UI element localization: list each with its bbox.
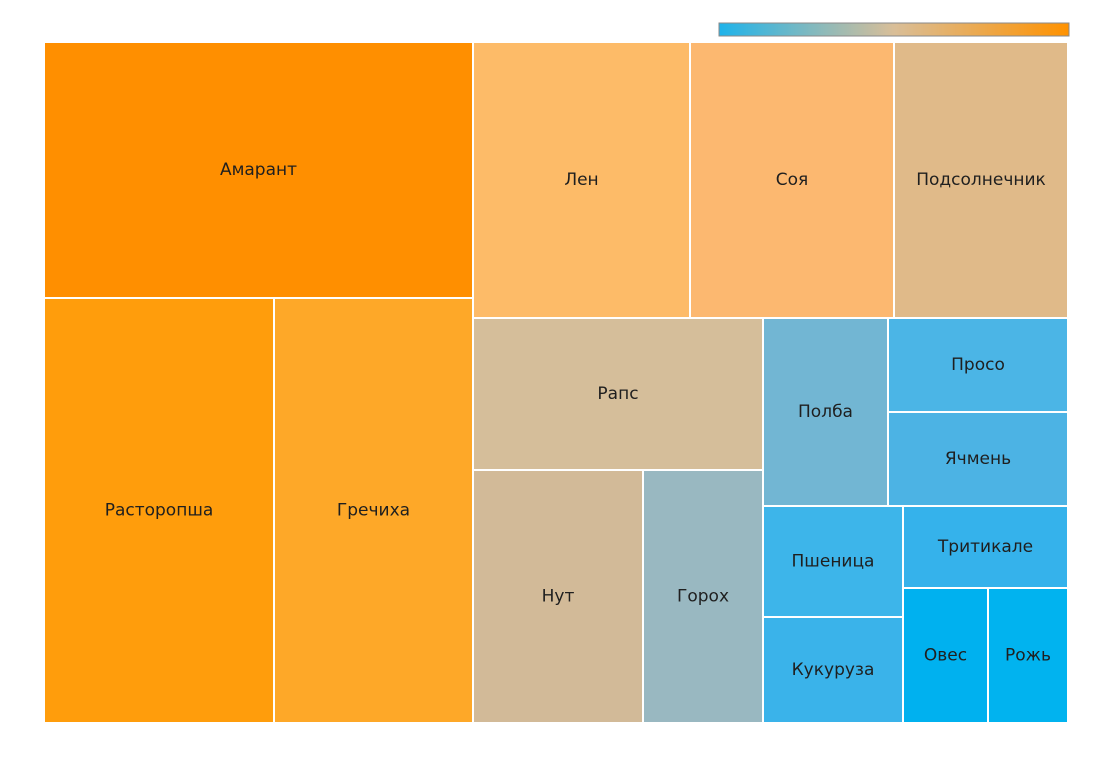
cell-6-label: Подсолнечник [916, 170, 1046, 190]
cell-1-label: Амарант [220, 160, 297, 180]
cell-11-rect [887, 317, 1069, 413]
cell-10-label: Полба [798, 402, 853, 422]
cell-9-label: Горох [677, 587, 729, 607]
cell-3-label: Гречиха [337, 501, 410, 521]
cell-15-label: Кукуруза [792, 660, 875, 680]
cell-7-label: Рапс [597, 384, 638, 404]
cell-17-rect [987, 587, 1069, 724]
cell-16-label: Овес [924, 646, 967, 666]
cell-12-rect [887, 411, 1069, 507]
cell-4-label: Лен [564, 170, 598, 190]
cell-2-rect [43, 297, 275, 724]
cell-5-label: Соя [776, 170, 809, 190]
cell-14-rect [902, 505, 1069, 589]
cell-10-rect [762, 317, 889, 507]
cell-4-rect [472, 41, 691, 319]
cell-14-label: Тритикале [937, 537, 1033, 557]
cell-12-label: Ячмень [945, 449, 1011, 469]
cell-8-label: Нут [542, 587, 575, 607]
cell-9-rect [642, 469, 764, 724]
cell-3-rect [273, 297, 474, 724]
cell-13-label: Пшеница [792, 552, 875, 572]
cell-17-label: Рожь [1005, 646, 1051, 666]
treemap-cells: Амарант Расторопша Гречиха Лен Соя Подсолнечн… [43, 41, 1069, 724]
cell-5-rect [689, 41, 895, 319]
cell-2-label: Расторопша [105, 501, 214, 521]
cell-8-rect [472, 469, 644, 724]
colorbar [718, 22, 1070, 37]
cell-1-rect [43, 41, 474, 299]
cell-16-rect [902, 587, 989, 724]
cell-6-rect [893, 41, 1069, 319]
cell-11-label: Просо [951, 355, 1005, 375]
